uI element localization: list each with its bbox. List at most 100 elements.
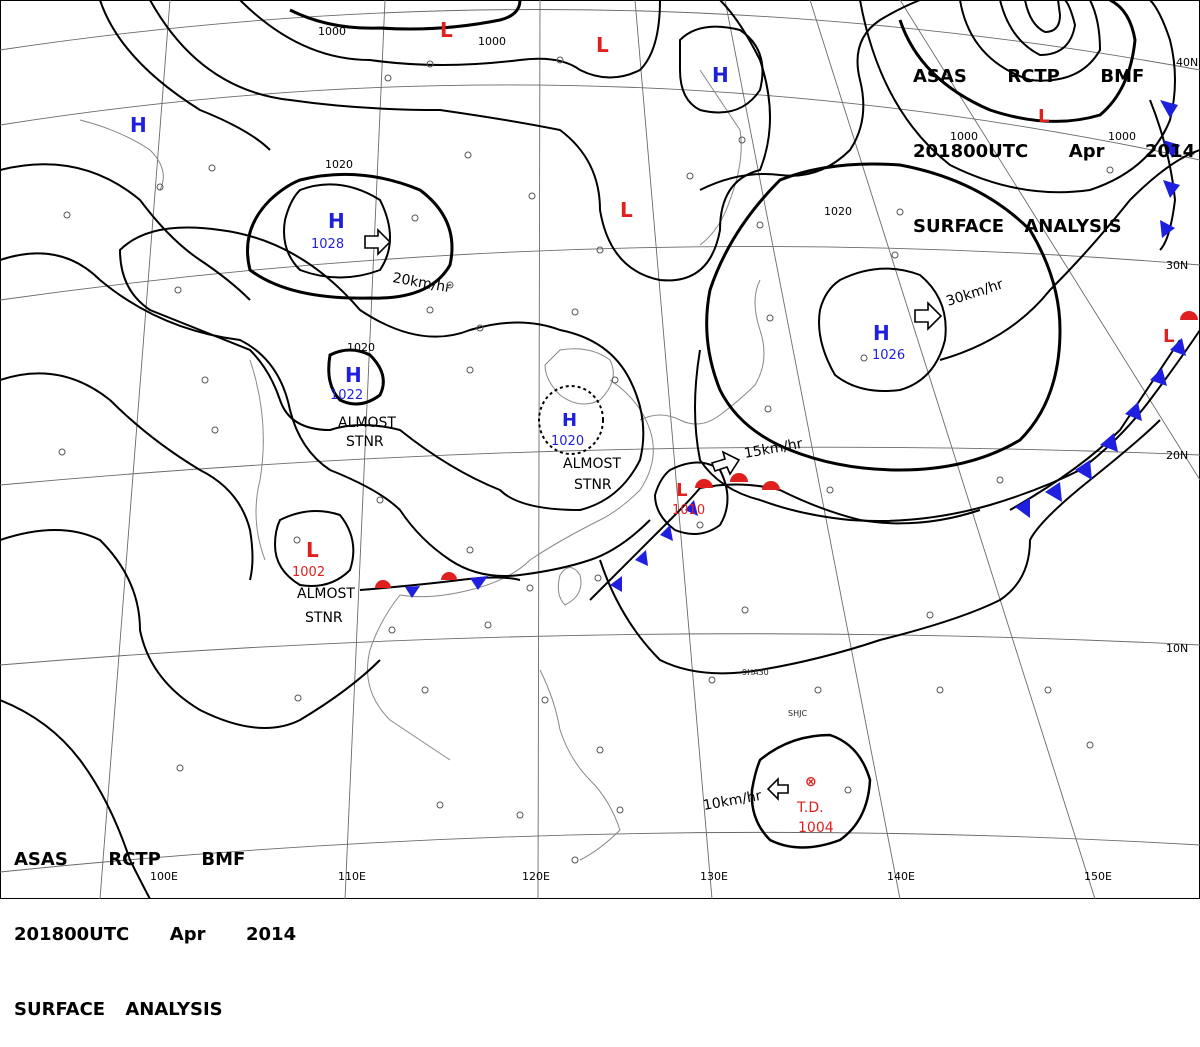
station-marker xyxy=(294,694,302,702)
isobar-north-2 xyxy=(239,0,661,79)
isobar-inner-h1026 xyxy=(818,267,947,392)
station-marker xyxy=(476,324,484,332)
grid-labels: 100E 110E 120E 130E 140E 150E 40N 30N 20… xyxy=(150,56,1198,883)
station-marker xyxy=(436,801,444,809)
coast-lake xyxy=(79,119,164,191)
station-marker xyxy=(896,208,904,216)
stnr-note: STNR xyxy=(346,434,384,450)
high-center-symbol: H xyxy=(562,410,577,431)
coast-sakhalin xyxy=(699,69,742,246)
parallel-10n xyxy=(0,633,1200,666)
station-plots xyxy=(58,56,1114,864)
meridian-120e xyxy=(537,0,541,900)
isobar-label: 1000 xyxy=(478,35,506,48)
station-marker xyxy=(208,164,216,172)
isobar-1020-h1026 xyxy=(705,162,1062,472)
high-center-value: 1022 xyxy=(330,388,363,403)
station-marker xyxy=(411,214,419,222)
station-marker xyxy=(484,621,492,629)
stationary-notes: ALMOST STNR ALMOST STNR ALMOST STNR xyxy=(297,415,621,626)
coast-philippines xyxy=(539,669,621,861)
coast-indochina xyxy=(367,594,451,761)
station-marker xyxy=(174,286,182,294)
meridian-100e xyxy=(99,0,171,900)
station-marker xyxy=(611,376,619,384)
high-center-symbol: H xyxy=(328,209,345,233)
station-marker xyxy=(466,546,474,554)
station-marker xyxy=(926,611,934,619)
station-marker xyxy=(844,786,852,794)
td-center-value: 1004 xyxy=(798,820,834,836)
arrow-east-1 xyxy=(364,228,392,256)
title-line: SURFACE ANALYSIS xyxy=(913,216,1122,237)
motion-arrows xyxy=(364,228,943,801)
isobar-southwest xyxy=(0,529,381,729)
station-marker xyxy=(541,696,549,704)
station-marker xyxy=(596,246,604,254)
isobar-1020-h1022 xyxy=(327,348,385,406)
title-line: ASAS RCTP BMF xyxy=(913,66,1145,87)
pressure-centers: H 1028 H 1022 H 1020 H 1026 H H L 1002 L… xyxy=(130,18,1174,836)
station-marker xyxy=(1044,686,1052,694)
station-marker xyxy=(516,811,524,819)
warm-front-bump-1 xyxy=(375,580,391,588)
title-line: ASAS RCTP BMF xyxy=(14,849,246,870)
station-marker xyxy=(211,426,219,434)
isobar-north-4 xyxy=(99,0,271,151)
low-center-symbol: L xyxy=(1038,106,1049,127)
station-marker xyxy=(293,536,301,544)
isobar-1000-ne-low xyxy=(898,0,1137,123)
parallel-30n xyxy=(0,246,1200,301)
station-marker xyxy=(464,151,472,159)
station-marker xyxy=(596,746,604,754)
isobar-ne-low-3 xyxy=(999,0,1077,57)
station-marker xyxy=(764,405,772,413)
high-center-symbol: H xyxy=(130,113,147,137)
parallel-20n xyxy=(0,446,1200,486)
station-marker xyxy=(426,306,434,314)
lat-label: 40N xyxy=(1176,56,1198,69)
station-marker xyxy=(936,686,944,694)
chart-title-bottom: ASAS RCTP BMF 201800UTC Apr 2014 SURFACE… xyxy=(14,797,296,1047)
isobar-labels: 1000 1000 1020 1020 1020 1000 1000 xyxy=(318,25,1136,354)
high-center-value: 1028 xyxy=(311,237,344,252)
station-id: 9HA30 xyxy=(742,668,769,677)
arrow-east-2 xyxy=(914,301,943,331)
station-marker xyxy=(58,448,66,456)
meridian-130e xyxy=(634,0,713,900)
isobar-ne-low-outer xyxy=(859,0,1176,194)
isobar-south-mid xyxy=(599,419,1161,675)
station-id: SHJC xyxy=(788,709,807,718)
isobar-label: 1000 xyxy=(318,25,346,38)
station-marker xyxy=(741,606,749,614)
stnr-note: ALMOST xyxy=(297,586,355,602)
station-marker xyxy=(571,308,579,316)
station-marker xyxy=(594,574,602,582)
station-marker xyxy=(616,806,624,814)
isobar-inner-h1028 xyxy=(283,183,391,279)
low-center-symbol: L xyxy=(1163,326,1174,347)
station-marker xyxy=(421,686,429,694)
station-marker xyxy=(708,676,716,684)
station-marker xyxy=(1086,741,1094,749)
isobar-east-inner xyxy=(939,149,1200,361)
meridian-150e xyxy=(809,0,1096,900)
stnr-note: ALMOST xyxy=(563,456,621,472)
coast-taiwan xyxy=(557,567,582,606)
lon-label: 130E xyxy=(700,870,728,883)
low-center-value: 1002 xyxy=(292,565,325,580)
isobar-west-2 xyxy=(0,252,651,577)
station-marker xyxy=(860,354,868,362)
isobar-1020-h1028 xyxy=(246,172,454,300)
cold-front-tooth-2 xyxy=(470,576,488,590)
station-labels: SHJC 9HA30 xyxy=(742,668,807,718)
coast-bohai xyxy=(544,348,614,405)
title-line: 201800UTC Apr 2014 xyxy=(913,141,1196,162)
station-marker xyxy=(891,251,899,259)
front-cold-kyushu xyxy=(589,487,701,601)
isobar-td xyxy=(750,733,872,849)
td-center-marker: ⊗ xyxy=(805,774,817,790)
isobar-1020-central xyxy=(118,226,645,512)
high-center-symbol: H xyxy=(873,321,890,345)
low-center-symbol: L xyxy=(620,198,633,222)
